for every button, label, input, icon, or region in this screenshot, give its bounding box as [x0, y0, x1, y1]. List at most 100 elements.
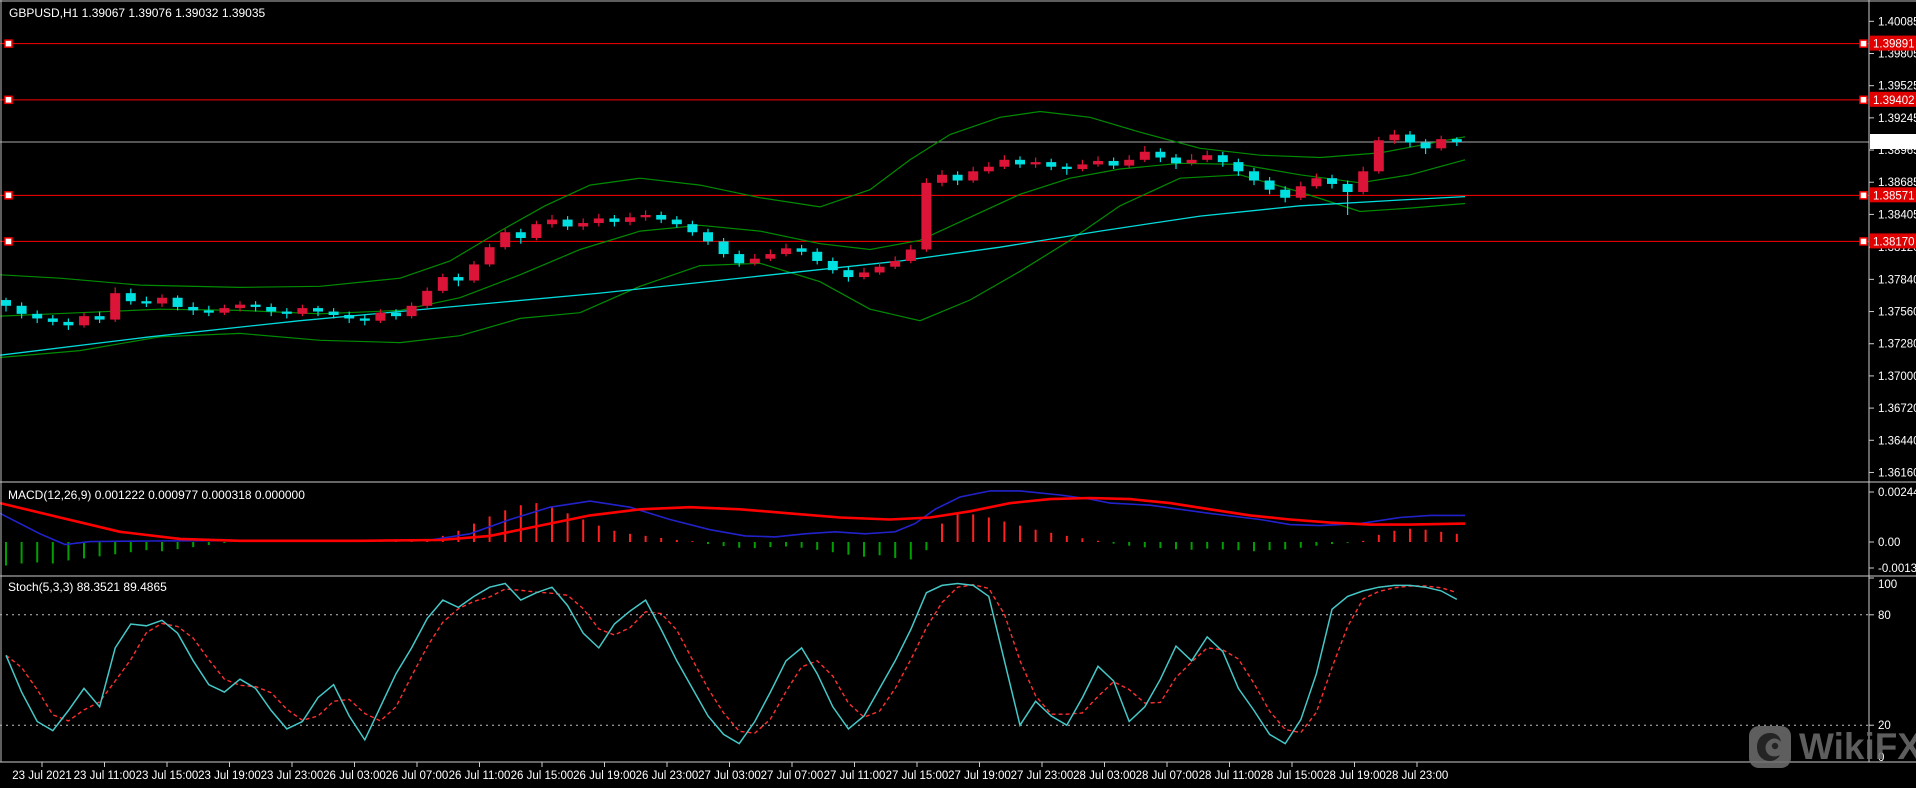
candle-body	[110, 293, 121, 320]
candle-body	[203, 310, 214, 313]
wikifx-watermark: WikiFX	[1748, 724, 1916, 770]
candle-body	[63, 321, 74, 326]
time-axis-label: 27 Jul 23:00	[1011, 770, 1074, 782]
candle-body	[1389, 134, 1400, 141]
price-badge-label: 1.39402	[1873, 95, 1915, 107]
main-chart-panel[interactable]	[0, 39, 1869, 359]
candle-body	[1171, 157, 1181, 164]
candle-body	[703, 232, 713, 242]
candle-body	[1373, 140, 1384, 172]
hline-axis-marker	[1859, 237, 1868, 246]
candle-body	[609, 218, 620, 222]
price-axis-tick-label: 1.39805	[1878, 48, 1916, 60]
time-axis-label: 26 Jul 07:00	[386, 770, 449, 782]
price-axis-tick-label: 1.36160	[1878, 467, 1916, 479]
price-axis[interactable]: 1.400851.398051.395251.392451.389651.386…	[1859, 0, 1916, 762]
stoch-signal-line	[5, 583, 1458, 734]
price-badge-red	[1870, 35, 1916, 51]
stoch-axis-tick-label: 0	[1878, 752, 1884, 764]
candle-body	[1264, 180, 1275, 190]
candle-body	[1233, 162, 1244, 172]
price-axis-tick-label: 1.37280	[1878, 339, 1916, 351]
candle-body	[827, 260, 838, 271]
candle-body	[1405, 134, 1415, 143]
candle-body	[1046, 162, 1057, 167]
wikifx-logo-icon	[1748, 725, 1792, 769]
horizontal-price-lines[interactable]	[0, 39, 1869, 246]
candle-body	[1295, 186, 1306, 198]
price-axis-tick-label: 1.37560	[1878, 307, 1916, 319]
candle-body	[905, 249, 916, 261]
candle-body	[671, 219, 682, 225]
candle-body	[765, 254, 776, 259]
candle-body	[1280, 189, 1291, 198]
time-axis-label: 28 Jul 23:00	[1386, 770, 1449, 782]
candle-body	[219, 308, 230, 313]
candle-body	[1093, 160, 1103, 165]
price-axis-tick-label: 1.38405	[1878, 209, 1916, 221]
hline-anchor-marker[interactable]	[4, 237, 13, 246]
candle-body	[890, 260, 901, 267]
candle-body	[437, 277, 448, 291]
candle-body	[235, 304, 245, 309]
time-axis-label: 23 Jul 2021	[12, 770, 71, 782]
candle-body	[578, 223, 589, 227]
hline-anchor-marker[interactable]	[4, 39, 13, 48]
price-axis-tick-label: 1.38685	[1878, 177, 1916, 189]
price-axis-tick-label: 1.37840	[1878, 274, 1916, 286]
candle-body	[79, 316, 89, 326]
candle-body	[1108, 160, 1119, 166]
candle-body	[531, 224, 542, 238]
candle-body	[94, 316, 105, 320]
hline-axis-marker	[1859, 191, 1868, 200]
time-axis-label: 26 Jul 23:00	[636, 770, 699, 782]
candle-body	[1, 300, 11, 306]
candle-body	[313, 308, 323, 312]
candle-body	[157, 297, 167, 304]
candle-body	[422, 290, 433, 306]
candle-body	[968, 171, 979, 181]
candle-body	[125, 293, 136, 302]
candle-body	[1124, 159, 1135, 166]
time-axis-label: 27 Jul 15:00	[886, 770, 949, 782]
time-axis[interactable]: 23 Jul 2021 23 Jul 11:00 23 Jul 15:00 23 Ju…	[12, 762, 1448, 782]
time-axis-label: 28 Jul 19:00	[1323, 770, 1386, 782]
candle-body	[796, 248, 807, 252]
stoch-axis-tick-label: 80	[1878, 610, 1891, 622]
candle-body	[1420, 142, 1431, 149]
time-axis-label: 27 Jul 19:00	[948, 770, 1011, 782]
stochastic-panel[interactable]: 100 80 20 0	[0, 577, 1897, 764]
candle-body	[281, 311, 292, 314]
hline-anchor-marker[interactable]	[4, 95, 13, 105]
chart-title: GBPUSD,H1 1.39067 1.39076 1.39032 1.3903…	[9, 6, 266, 20]
candle-body	[16, 305, 27, 314]
candle-body	[266, 306, 277, 312]
time-axis-label: 28 Jul 15:00	[1261, 770, 1324, 782]
candle-body	[640, 214, 651, 218]
time-axis-label: 26 Jul 11:00	[449, 770, 511, 782]
candlesticks	[1, 129, 1462, 330]
candle-body	[1217, 155, 1228, 163]
candle-body	[141, 301, 152, 304]
candle-body	[1342, 183, 1353, 192]
macd-panel[interactable]: 0.002447 0.00 -0.001343	[0, 487, 1916, 575]
price-badge-label: 1.38170	[1873, 236, 1915, 248]
candle-body	[1077, 164, 1088, 170]
candle-body	[812, 251, 823, 261]
price-badge-red	[1870, 233, 1916, 249]
candle-body	[1186, 159, 1197, 164]
price-badge-red	[1870, 187, 1916, 203]
stoch-indicator-label: Stoch(5,3,3) 88.3521 89.4865	[8, 580, 167, 594]
macd-axis-tick-label: 0.002447	[1878, 487, 1916, 499]
candle-body	[359, 318, 370, 321]
time-axis-label: 27 Jul 11:00	[824, 770, 886, 782]
time-axis-label: 27 Jul 07:00	[761, 770, 824, 782]
hline-anchor-marker[interactable]	[4, 191, 13, 200]
candle-body	[484, 247, 495, 265]
stoch-main-line	[5, 582, 1458, 745]
bollinger-lower-band-line	[0, 174, 1466, 359]
candle-body	[1139, 151, 1150, 160]
